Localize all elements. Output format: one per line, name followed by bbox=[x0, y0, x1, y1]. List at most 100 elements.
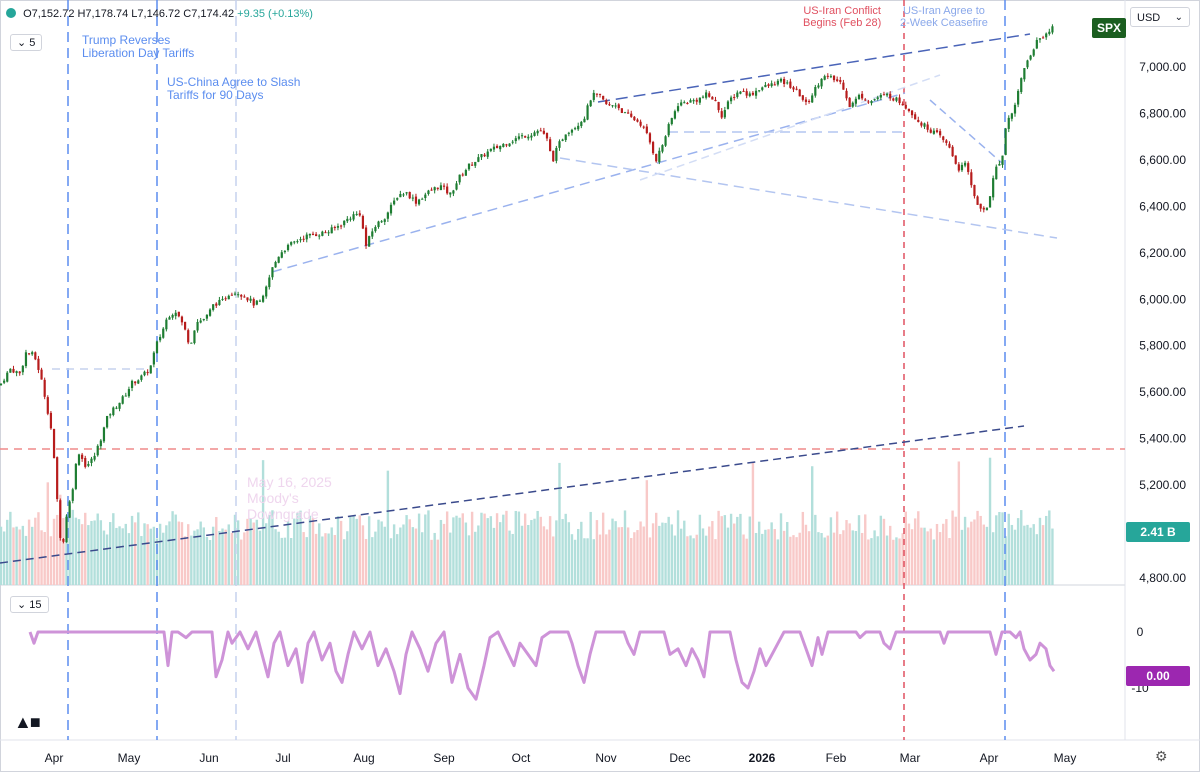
volume-bar bbox=[967, 527, 970, 585]
candle-body bbox=[49, 412, 53, 429]
volume-bar bbox=[614, 521, 617, 585]
volume-bar bbox=[661, 522, 664, 585]
candle-body bbox=[1023, 68, 1026, 80]
time-axis[interactable]: Apr May Jun Jul Aug Sep Oct Nov Dec 2026 Feb Mar Apr… bbox=[45, 751, 1077, 765]
collapse-oscillator-button[interactable]: ⌄ 15 bbox=[10, 596, 49, 613]
volume-bar bbox=[330, 527, 333, 585]
volume-bar bbox=[617, 527, 620, 585]
candle-body bbox=[84, 458, 87, 467]
trend-lines[interactable] bbox=[0, 33, 1058, 564]
candle-body bbox=[374, 226, 377, 232]
volume-bar bbox=[536, 510, 539, 585]
volume-bar bbox=[998, 512, 1001, 585]
candle-body bbox=[720, 111, 723, 118]
candle-body bbox=[174, 312, 177, 317]
candle-body bbox=[683, 102, 686, 104]
volume-bar bbox=[492, 527, 496, 585]
volume-bar bbox=[327, 533, 330, 585]
candle-body bbox=[159, 336, 162, 341]
candle-body bbox=[982, 207, 985, 210]
candle-body bbox=[439, 185, 443, 191]
candle-body bbox=[149, 365, 152, 374]
volume-bar bbox=[595, 520, 599, 585]
currency-select[interactable]: USD ⌄ bbox=[1130, 7, 1190, 27]
candle-body bbox=[845, 90, 848, 99]
candle-body bbox=[96, 445, 99, 456]
candle-body bbox=[801, 95, 804, 100]
candle-body bbox=[261, 295, 265, 302]
volume-bar bbox=[55, 514, 59, 585]
volume-bar bbox=[218, 530, 221, 585]
wedge-lower-line bbox=[639, 74, 941, 181]
volume-bar bbox=[427, 510, 430, 585]
price-tick-label: 4,800.00 bbox=[1139, 571, 1186, 585]
volume-bar bbox=[34, 517, 37, 585]
candle-body bbox=[93, 455, 96, 460]
volume-bar bbox=[149, 528, 152, 585]
candle-body bbox=[121, 396, 124, 404]
candle-body bbox=[215, 303, 218, 306]
oscillator-pane bbox=[28, 630, 1056, 701]
candle-body bbox=[595, 93, 599, 95]
price-axis[interactable]: 7,000.00 6,800.00 6,600.00 6,400.00 6,200.00… bbox=[1139, 60, 1186, 585]
candle-body bbox=[74, 463, 77, 489]
candle-body bbox=[651, 142, 655, 154]
volume-bar bbox=[21, 525, 25, 585]
settings-gear-icon[interactable]: ⚙ bbox=[1155, 748, 1168, 764]
candle-body bbox=[910, 110, 914, 116]
volume-bar bbox=[679, 528, 683, 585]
candle-body bbox=[839, 80, 842, 82]
volume-bar bbox=[65, 515, 68, 585]
collapse-indicators-button[interactable]: ⌄ 5 bbox=[10, 34, 43, 51]
volume-bar bbox=[183, 536, 187, 585]
volume-bar bbox=[764, 529, 767, 585]
candle-body bbox=[598, 93, 602, 95]
volume-bar bbox=[74, 517, 78, 585]
candle-body bbox=[729, 97, 733, 102]
candle-body bbox=[751, 92, 755, 95]
candle-body bbox=[187, 330, 190, 343]
candle-body bbox=[296, 241, 299, 243]
volume-bar bbox=[558, 462, 561, 585]
candle-body bbox=[130, 380, 134, 389]
candle-body bbox=[792, 87, 795, 90]
price-tick-label: 6,800.00 bbox=[1139, 106, 1186, 120]
volume-bar bbox=[757, 521, 761, 585]
candle-body bbox=[377, 221, 380, 228]
candle-body bbox=[308, 233, 311, 236]
candle-body bbox=[417, 199, 421, 205]
tradingview-logo-icon[interactable]: ▲■ bbox=[14, 712, 41, 732]
volume-bar bbox=[782, 530, 786, 585]
volume-bar bbox=[842, 530, 845, 585]
volume-bar bbox=[336, 516, 340, 585]
annotation-moodys: May 16, 2025 Moody's Downgrade bbox=[247, 474, 332, 522]
candle-body bbox=[446, 186, 449, 194]
volume-bar bbox=[901, 533, 904, 585]
volume-bar bbox=[18, 529, 21, 585]
candle-body bbox=[205, 314, 209, 319]
price-tick-label: 6,200.00 bbox=[1139, 246, 1186, 260]
candle-body bbox=[779, 78, 783, 82]
candle-body bbox=[536, 130, 539, 134]
candle-body bbox=[945, 140, 948, 143]
candle-body bbox=[246, 297, 249, 301]
volume-bar bbox=[414, 528, 418, 585]
candle-body bbox=[183, 321, 187, 330]
candle-body bbox=[318, 235, 321, 237]
candle-body bbox=[642, 126, 645, 128]
candle-body bbox=[105, 415, 109, 428]
chevron-down-icon: ⌄ bbox=[17, 599, 27, 611]
candle-body bbox=[605, 100, 608, 105]
candle-body bbox=[570, 129, 574, 133]
volume-bar bbox=[667, 516, 670, 585]
volume-bar bbox=[386, 470, 390, 585]
candle-body bbox=[177, 311, 180, 317]
volume-bar bbox=[349, 516, 352, 585]
volume-bar bbox=[751, 462, 755, 585]
candle-body bbox=[218, 299, 221, 306]
candle-body bbox=[402, 194, 405, 196]
volume-bar bbox=[761, 533, 764, 585]
volume-bar bbox=[352, 516, 355, 585]
volume-bar bbox=[985, 526, 989, 585]
